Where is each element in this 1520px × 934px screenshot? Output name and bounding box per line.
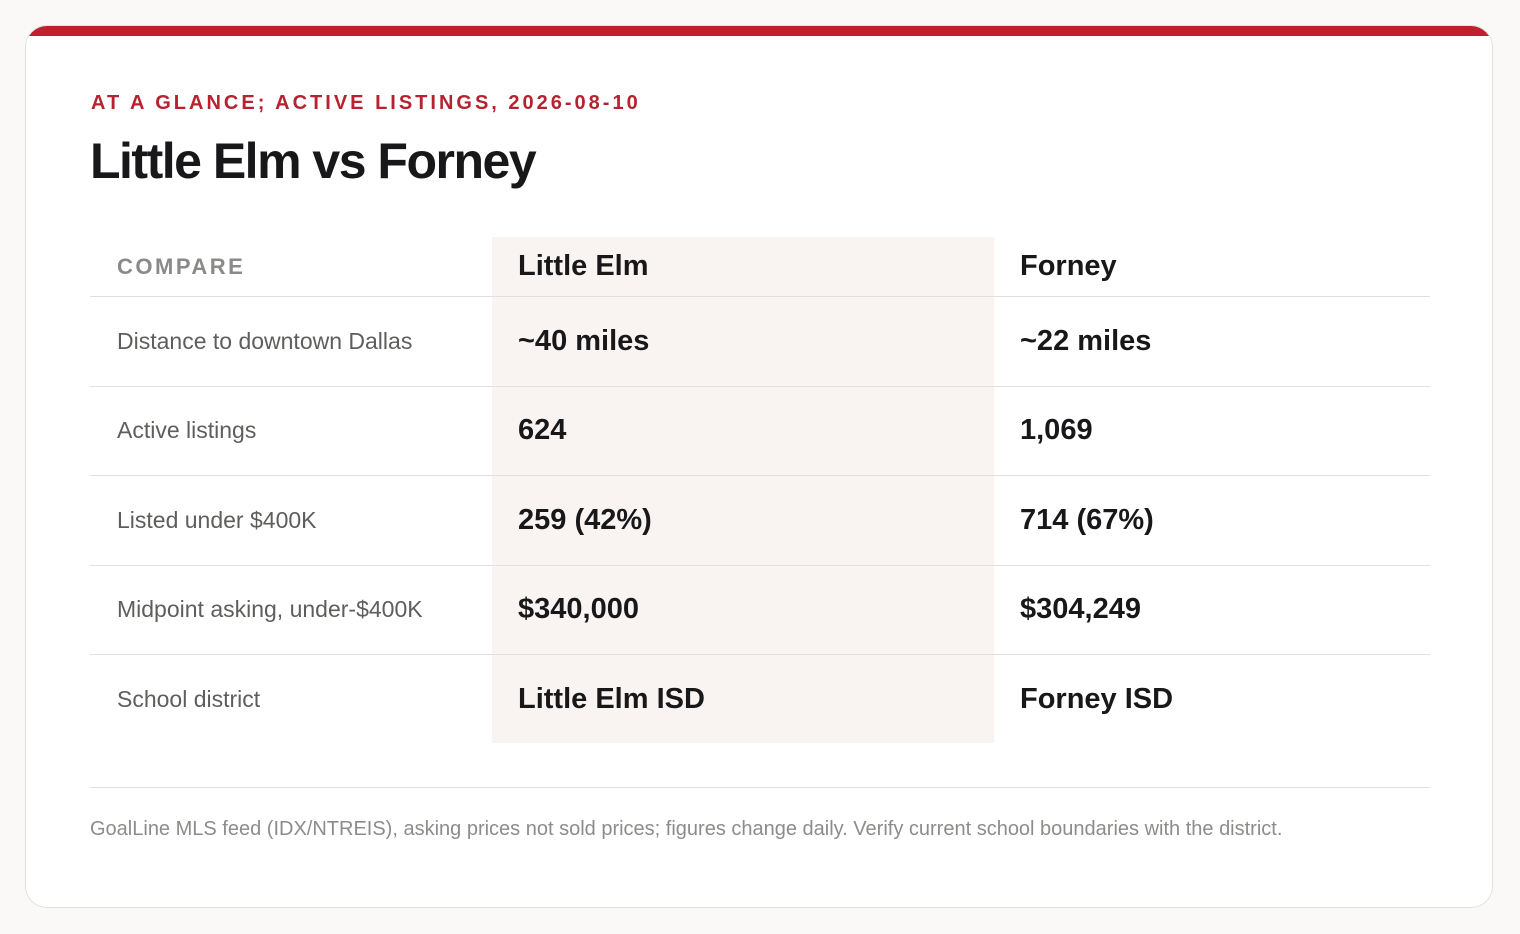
eyebrow-label: AT A GLANCE; ACTIVE LISTINGS, 2026-08-10	[91, 92, 641, 114]
forney-value: $304,249	[1020, 593, 1141, 626]
table-row: Distance to downtown Dallas ~40 miles ~2…	[90, 297, 1430, 387]
header-forney: Forney	[1020, 250, 1117, 282]
row-label: Listed under $400K	[117, 506, 317, 533]
little-elm-value: Little Elm ISD	[518, 683, 705, 716]
little-elm-value: 259 (42%)	[518, 503, 652, 536]
forney-value: ~22 miles	[1020, 324, 1152, 357]
table-header-row: COMPARE Little Elm Forney	[90, 237, 1430, 297]
table-row: Midpoint asking, under-$400K $340,000 $3…	[90, 566, 1430, 655]
table-row: Active listings 624 1,069	[90, 387, 1430, 476]
comparison-card: AT A GLANCE; ACTIVE LISTINGS, 2026-08-10…	[25, 25, 1493, 908]
little-elm-value: 624	[518, 414, 567, 447]
little-elm-value: ~40 miles	[518, 324, 650, 357]
footer-divider	[90, 787, 1430, 788]
accent-bar	[26, 26, 1492, 36]
card-title: Little Elm vs Forney	[90, 133, 537, 189]
forney-value: 1,069	[1020, 414, 1093, 447]
row-label: Midpoint asking, under-$400K	[117, 596, 423, 623]
table-row: School district Little Elm ISD Forney IS…	[90, 655, 1430, 745]
header-little-elm: Little Elm	[518, 250, 649, 282]
header-compare: COMPARE	[117, 253, 246, 279]
row-label: School district	[117, 686, 261, 713]
table-row: Listed under $400K 259 (42%) 714 (67%)	[90, 476, 1430, 566]
forney-value: Forney ISD	[1020, 683, 1174, 716]
highlight-column	[492, 237, 994, 743]
forney-value: 714 (67%)	[1020, 503, 1154, 536]
row-label: Active listings	[117, 417, 257, 444]
little-elm-value: $340,000	[518, 593, 639, 626]
row-label: Distance to downtown Dallas	[117, 327, 413, 354]
source-note: GoalLine MLS feed (IDX/NTREIS), asking p…	[90, 818, 1283, 840]
comparison-table: COMPARE Little Elm Forney Distance to do…	[90, 237, 1430, 745]
